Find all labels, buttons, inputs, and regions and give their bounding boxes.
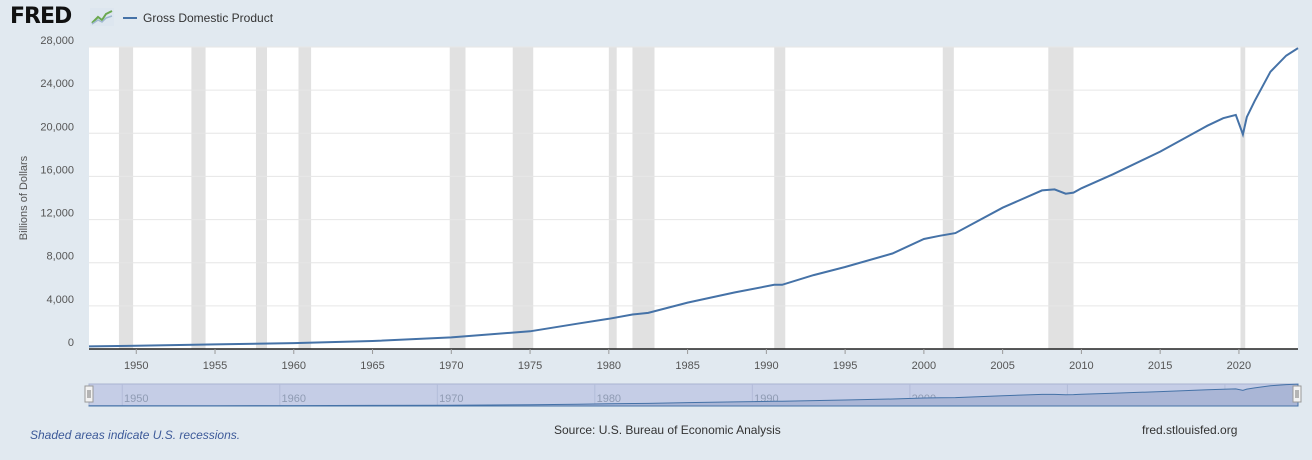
recession-band: [255, 47, 268, 349]
x-tick-label: 1960: [282, 360, 306, 372]
x-tick-label: 2005: [990, 360, 1014, 372]
y-axis-label: Billions of Dollars: [18, 155, 30, 240]
recession-band: [608, 47, 617, 349]
chart-legend[interactable]: Gross Domestic Product: [123, 11, 273, 25]
recession-band: [118, 47, 134, 349]
x-tick-label: 1990: [754, 360, 778, 372]
y-tick-label: 8,000: [46, 251, 74, 263]
y-tick-label: 16,000: [40, 164, 74, 176]
range-navigator[interactable]: 19501960197019801990200020102020: [84, 383, 1302, 407]
recession-band: [774, 47, 786, 349]
recession-band: [942, 47, 954, 349]
y-tick-label: 0: [68, 337, 74, 349]
x-tick-label: 2020: [1227, 360, 1251, 372]
recession-band: [512, 47, 534, 349]
recession-band: [449, 47, 466, 349]
x-tick-label: 1980: [597, 360, 621, 372]
recession-band: [632, 47, 655, 349]
legend-swatch: [123, 17, 137, 19]
navigator-series-area: [88, 383, 1299, 407]
x-tick-label: 2000: [912, 360, 936, 372]
recession-band: [1048, 47, 1074, 349]
navigator-tick-label: 1950: [124, 393, 148, 405]
line-graph-icon: [90, 8, 114, 26]
y-axis-ticks: 0 4,000 8,000 12,000 16,000 20,000 24,000 28,00…: [40, 35, 74, 349]
navigator-tick-label: 1960: [282, 393, 306, 405]
x-axis-ticks: 1950 1955 1960 1965 1970 1975 1980 1985 1990 1995…: [124, 349, 1251, 372]
x-tick-label: 1975: [518, 360, 542, 372]
y-tick-label: 24,000: [40, 78, 74, 90]
recession-note: Shaded areas indicate U.S. recessions.: [30, 428, 241, 442]
recession-band: [1240, 47, 1246, 349]
x-tick-label: 2010: [1069, 360, 1093, 372]
navigator-tick-label: 1980: [597, 393, 621, 405]
y-tick-label: 20,000: [40, 121, 74, 133]
y-tick-label: 12,000: [40, 208, 74, 220]
x-tick-label: 2015: [1148, 360, 1172, 372]
x-tick-label: 1950: [124, 360, 148, 372]
x-tick-label: 1955: [203, 360, 227, 372]
fred-logo[interactable]: FRED: [10, 4, 72, 29]
navigator-handle-left[interactable]: [84, 385, 94, 403]
y-tick-label: 4,000: [46, 294, 74, 306]
x-tick-label: 1995: [833, 360, 857, 372]
recession-band: [191, 47, 206, 349]
y-tick-label: 28,000: [40, 35, 74, 47]
gridlines: [89, 46, 1298, 307]
plot-background: [89, 47, 1298, 349]
fred-url-link[interactable]: fred.stlouisfed.org: [1142, 423, 1238, 437]
x-tick-label: 1970: [439, 360, 463, 372]
series-line-gdp: [88, 47, 1299, 348]
x-tick-label: 1985: [675, 360, 699, 372]
chart-header: FRED Gross Domestic Product: [0, 0, 1312, 40]
legend-label: Gross Domestic Product: [143, 11, 274, 25]
x-tick-label: 1965: [360, 360, 384, 372]
source-credit: Source: U.S. Bureau of Economic Analysis: [554, 423, 781, 437]
navigator-handle-right[interactable]: [1292, 385, 1302, 403]
recession-bands: [118, 47, 1246, 349]
navigator-tick-label: 1970: [439, 393, 463, 405]
recession-band: [298, 47, 312, 349]
gdp-chart: 0 4,000 8,000 12,000 16,000 20,000 24,000 28,00…: [18, 35, 1302, 407]
